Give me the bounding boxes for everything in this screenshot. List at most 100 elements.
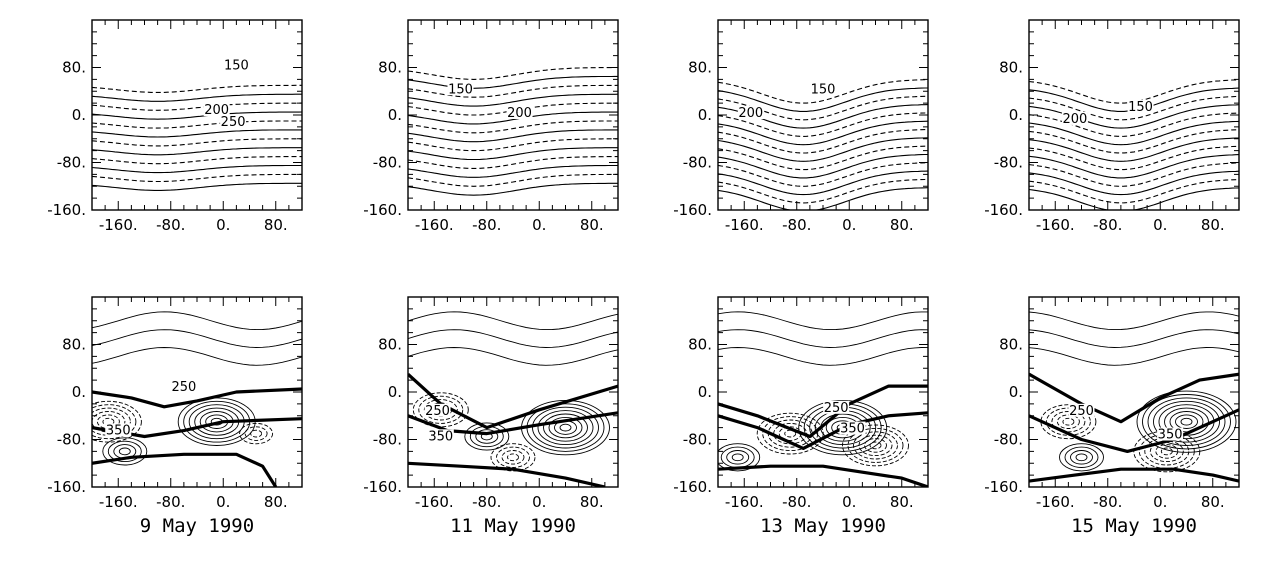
contour-field: 200 150 — [1029, 79, 1239, 210]
anomaly-contour — [423, 399, 458, 421]
y-tick-label: -80. — [994, 154, 1023, 172]
contour-line — [408, 75, 618, 89]
anomaly-contour — [507, 453, 519, 462]
contour-line — [718, 145, 928, 171]
anomaly-contour — [490, 443, 536, 472]
x-tick-label: -160. — [725, 216, 764, 234]
x-tick-label: -160. — [415, 216, 454, 234]
contour-line — [718, 329, 928, 348]
x-tick-label: -80. — [782, 216, 811, 234]
y-tick-label: 80. — [688, 59, 712, 77]
anomaly-contour — [842, 424, 909, 467]
x-tick-label: -160. — [99, 493, 138, 511]
anomaly-contour — [1136, 390, 1237, 453]
anomaly-contour — [1160, 447, 1173, 456]
anomaly-contour — [1175, 414, 1198, 429]
y-tick-label: 80. — [999, 336, 1023, 354]
thick-contour — [718, 384, 928, 439]
anomaly-contour — [718, 443, 761, 472]
contour-label: 350 — [428, 429, 453, 444]
contour-line — [1029, 145, 1239, 171]
contour-line — [408, 66, 618, 80]
contour-line — [408, 156, 618, 169]
anomaly-contour — [92, 404, 137, 440]
contour-label: 250 — [1069, 404, 1094, 419]
contour-line — [408, 129, 618, 143]
x-tick-label: -160. — [1036, 493, 1075, 511]
contour-line — [92, 147, 302, 156]
contour-line — [1029, 347, 1239, 366]
y-tick-label: 0. — [698, 106, 712, 124]
x-tick-label: -80. — [472, 493, 501, 511]
contour-label: 150 — [811, 82, 836, 97]
thick-contour — [92, 387, 302, 409]
date-label: 9 May 1990 — [140, 515, 254, 537]
contour-line — [408, 329, 618, 348]
thick-contour — [92, 452, 278, 487]
thick-contour — [1029, 467, 1239, 483]
y-tick-label: 0. — [388, 106, 402, 124]
contour-line — [1029, 187, 1239, 210]
contour-line — [718, 153, 928, 179]
x-tick-label: -160. — [725, 493, 764, 511]
contour-line — [92, 329, 302, 348]
anomaly-contour — [537, 410, 594, 446]
contour-field: 150 200 — [408, 66, 618, 196]
contour-line — [718, 347, 928, 366]
contour-line — [408, 93, 618, 107]
y-tick-label: 0. — [1009, 106, 1023, 124]
x-tick-label: 0. — [532, 216, 546, 234]
y-tick-label: -160. — [363, 201, 402, 219]
anomaly-contour — [731, 453, 744, 462]
y-tick-label: 80. — [688, 336, 712, 354]
x-tick-label: 80. — [1201, 493, 1225, 511]
contour-line — [1029, 95, 1239, 121]
date-label: 11 May 1990 — [450, 515, 576, 537]
panel-top-2: 150 200 -160. -80. 0. 80. 80. 0. -80. -160. — [363, 19, 619, 234]
y-tick-label: 0. — [72, 383, 86, 401]
anomaly-contour — [118, 447, 131, 456]
y-tick-label: 0. — [1009, 383, 1023, 401]
thick-contour — [408, 461, 606, 487]
anomaly-contour — [726, 450, 750, 465]
anomaly-contour — [496, 446, 530, 468]
y-tick-label: 80. — [999, 59, 1023, 77]
contour-label: 150 — [448, 82, 473, 97]
x-tick-label: 80. — [580, 493, 604, 511]
contour-line — [408, 147, 618, 161]
contour-line — [92, 164, 302, 174]
contour-line — [92, 102, 302, 111]
panel-frame — [91, 19, 303, 211]
y-tick-label: -160. — [673, 201, 712, 219]
y-tick-label: 80. — [62, 336, 86, 354]
panel-top-3: 150 200 -160. -80. 0. 80. 80. 0. -80. -160. — [673, 19, 929, 234]
y-tick-label: 80. — [378, 59, 402, 77]
contour-line — [1029, 120, 1239, 146]
contour-label: 150 — [1128, 100, 1153, 115]
x-tick-label: 80. — [580, 216, 604, 234]
anomaly-contour — [756, 412, 824, 455]
contour-label: 350 — [106, 423, 131, 438]
anomaly-contour — [501, 450, 525, 465]
contour-line — [718, 137, 928, 162]
contour-line — [408, 311, 618, 331]
anomaly-contour — [1070, 450, 1093, 465]
contour-field: 150 200 — [718, 79, 928, 210]
thick-contour — [718, 411, 928, 450]
y-tick-label: -80. — [373, 431, 402, 449]
x-tick-label: 0. — [1153, 216, 1167, 234]
anomaly-contour — [1040, 404, 1097, 440]
x-tick-label: 0. — [216, 216, 230, 234]
y-tick-label: -80. — [683, 431, 712, 449]
contour-line — [718, 178, 928, 204]
y-tick-label: -160. — [984, 478, 1023, 496]
anomaly-contour — [532, 406, 599, 449]
thick-contour — [1029, 372, 1239, 424]
thick-contour — [1029, 408, 1239, 453]
x-tick-label: 80. — [890, 216, 914, 234]
anomaly-contour — [1153, 400, 1220, 443]
anomaly-contour — [250, 429, 263, 438]
panel-frame — [717, 296, 929, 488]
